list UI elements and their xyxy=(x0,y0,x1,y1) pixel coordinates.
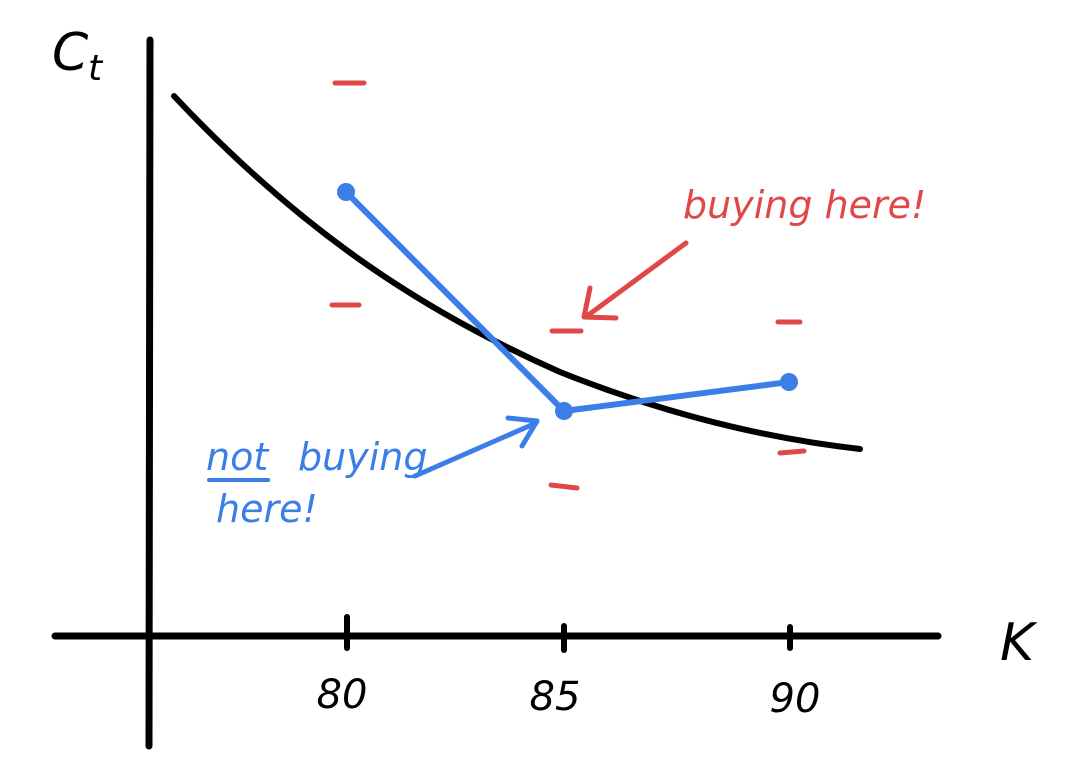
not-buying-arrow-head xyxy=(505,415,540,449)
y-axis xyxy=(145,36,154,750)
y-axis-subscript: t xyxy=(88,48,104,89)
price-point-85 xyxy=(555,402,573,420)
not-buying-arrow-shaft xyxy=(412,420,539,479)
buying-here-label: buying here! xyxy=(683,183,926,227)
x-axis-label: K xyxy=(1000,613,1038,673)
not-buying-here-label: here! xyxy=(216,487,318,531)
red-bound-marks xyxy=(329,80,807,491)
not-label: not xyxy=(206,435,270,479)
price-point-90 xyxy=(780,373,798,391)
tick-label-80: 80 xyxy=(317,672,368,718)
bound-mark-85-lower xyxy=(548,482,580,491)
buying-here-arrow-head xyxy=(581,285,619,321)
not-buying-label: buying xyxy=(298,435,427,479)
tick-label-90: 90 xyxy=(770,676,821,722)
bound-mark-90-lower xyxy=(777,448,807,456)
price-point-80 xyxy=(337,183,355,201)
buying-here-arrow-shaft xyxy=(584,240,689,319)
y-axis-label: C xyxy=(52,23,89,83)
call-price-curve xyxy=(171,93,863,452)
tick-label-85: 85 xyxy=(530,674,581,720)
